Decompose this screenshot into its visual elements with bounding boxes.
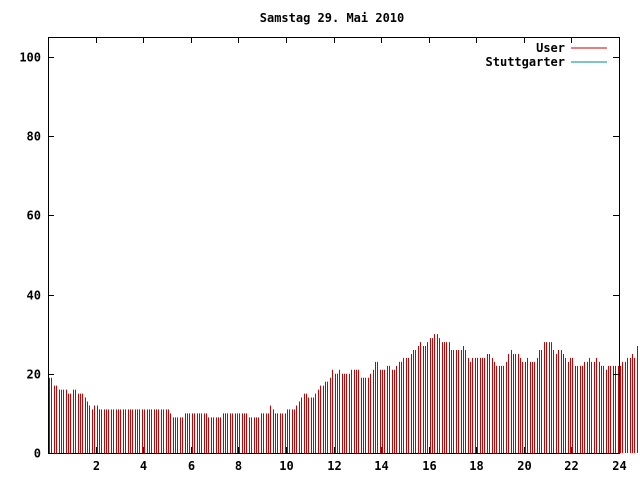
- y-tick-label: 0: [34, 447, 41, 461]
- x-tick-label: 2: [93, 459, 100, 473]
- x-tick-label: 4: [140, 459, 147, 473]
- plot-frame: [48, 37, 620, 454]
- y-tick-label: 40: [27, 289, 41, 303]
- x-tick-label: 8: [235, 459, 242, 473]
- bars-group: [49, 334, 638, 453]
- chart-title: Samstag 29. Mai 2010: [260, 11, 405, 25]
- legend: User Stuttgarter: [486, 41, 607, 69]
- x-tick-label: 20: [517, 459, 531, 473]
- x-tick-label: 24: [612, 459, 626, 473]
- x-tick-label: 12: [327, 459, 341, 473]
- x-tick-label: 22: [564, 459, 578, 473]
- y-tick-label: 60: [27, 209, 41, 223]
- x-tick-label: 16: [422, 459, 436, 473]
- y-tick-label: 100: [19, 51, 41, 65]
- y-tick-label: 80: [27, 130, 41, 144]
- x-tick-label: 10: [279, 459, 293, 473]
- x-tick-label: 6: [188, 459, 195, 473]
- y-tick-label: 20: [27, 368, 41, 382]
- x-tick-label: 18: [469, 459, 483, 473]
- legend-label-user: User: [536, 41, 565, 55]
- legend-label-stuttgarter: Stuttgarter: [486, 55, 565, 69]
- x-tick-label: 14: [374, 459, 388, 473]
